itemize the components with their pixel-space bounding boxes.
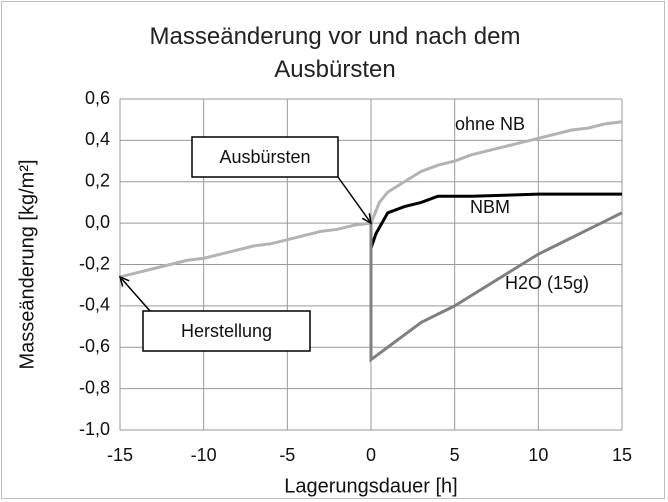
x-tick-label: 5 [450,445,460,465]
annotation-text: Ausbürsten [219,147,310,167]
x-tick-label: 15 [612,445,632,465]
y-tick-label: -0,2 [79,253,110,273]
y-axis-label: Masseänderung [kg/m²] [16,159,38,369]
series-label: H2O (15g) [505,273,589,293]
x-tick-label: 10 [528,445,548,465]
arrow-head [118,275,130,287]
annotation-box [191,136,339,178]
annotation-box [142,310,311,352]
x-tick-label: -5 [279,445,295,465]
series-label: NBM [470,197,510,217]
chart-title: Masseänderung vor und nach dem Ausbürste… [149,23,521,83]
series-line [369,211,623,363]
annotation-arrow [337,176,372,224]
y-tick-label: -0,6 [79,336,110,356]
y-tick-label: -1,0 [79,419,110,439]
x-tick-label: -15 [107,445,133,465]
y-tick-label: 0,2 [85,171,110,191]
series-label: ohne NB [455,114,525,134]
y-tick-label: 0,4 [85,129,110,149]
annotation-text: Herstellung [181,321,272,341]
arrow-head [361,213,373,225]
y-tick-label: -0,8 [79,377,110,397]
series-line [369,192,622,249]
x-tick-label: -10 [191,445,217,465]
x-tick-label: 0 [366,445,376,465]
annotation-arrow [119,276,151,312]
y-tick-label: -0,4 [79,295,110,315]
y-tick-label: 0,6 [85,88,110,108]
y-tick-label: 0,0 [85,212,110,232]
series-line [119,120,623,279]
x-axis-label: Lagerungsdauer [h] [284,475,457,497]
